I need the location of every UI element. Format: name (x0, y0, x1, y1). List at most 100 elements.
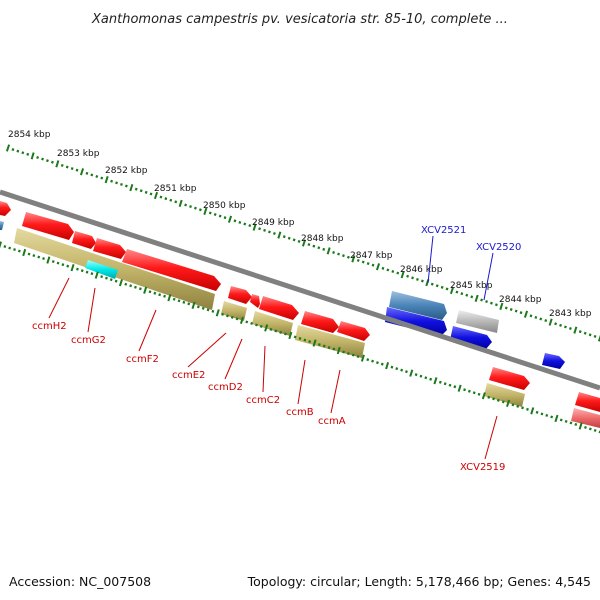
gene-ccmB-arrow[interactable] (301, 311, 339, 333)
minor-tick (559, 323, 562, 327)
minor-tick (297, 239, 301, 243)
minor-tick (272, 232, 276, 235)
minor-tick (13, 248, 16, 252)
minor-tick (144, 190, 148, 194)
minor-tick (238, 220, 242, 224)
gene-arrow-right-edge[interactable] (575, 392, 600, 412)
gene-label-ccmA[interactable]: ccmA (318, 416, 346, 427)
minor-tick (366, 358, 370, 362)
gene-arrow-left-edge[interactable] (0, 201, 11, 216)
minor-tick (317, 343, 321, 347)
gene-label-ccmD2[interactable]: ccmD2 (208, 382, 243, 393)
minor-tick (172, 297, 176, 301)
major-tick (433, 377, 438, 385)
leader-ccmH2 (48, 277, 70, 319)
leader-xcv2519 (484, 415, 498, 460)
gene-ccmC2-cds[interactable] (252, 311, 293, 336)
gene-label-ccmB[interactable]: ccmB (286, 407, 314, 418)
minor-tick (114, 279, 118, 283)
minor-tick (455, 290, 459, 294)
map-title: Xanthomonas campestris pv. vesicatoria s… (91, 12, 508, 27)
gene-small-blue[interactable] (542, 353, 565, 369)
gene-xcv2520-cds[interactable] (450, 326, 492, 349)
gene-label-ccmG2[interactable]: ccmG2 (71, 335, 106, 346)
minor-tick (395, 367, 399, 371)
minor-tick (569, 421, 573, 425)
minor-tick (574, 422, 578, 426)
major-tick (30, 152, 35, 160)
minor-tick (514, 309, 518, 313)
major-tick (481, 392, 486, 400)
gene-label-xcv2521[interactable]: XCV2521 (421, 225, 466, 236)
gene-ccmH2-arrow[interactable] (22, 212, 74, 240)
minor-tick (545, 413, 549, 417)
gene-ccmC2-arrow[interactable] (259, 296, 299, 320)
major-tick (457, 384, 462, 392)
gene-ccmB-cds[interactable] (295, 325, 365, 358)
gene-ccmD2-arrow[interactable] (250, 294, 260, 308)
gene-small-left-blue[interactable] (0, 221, 4, 230)
gene-ccmG2-cds[interactable] (85, 260, 118, 279)
gene-ccmG2-arrow[interactable] (72, 231, 96, 249)
major-tick (523, 310, 529, 318)
gene-label-xcv2519[interactable]: XCV2519 (460, 462, 505, 473)
gene-xcv2521-cds[interactable] (385, 307, 447, 336)
gene-ccmF2-arrow-a[interactable] (93, 238, 126, 259)
minor-tick (465, 293, 469, 297)
major-tick (118, 279, 123, 287)
minor-tick (435, 284, 439, 288)
major-tick (22, 248, 27, 257)
major-tick (227, 215, 233, 223)
kbp-label: 2847 kbp (350, 251, 393, 261)
minor-tick (361, 260, 365, 264)
gene-label-xcv2520[interactable]: XCV2520 (476, 242, 521, 253)
minor-tick (105, 276, 108, 280)
gene-label-ccmC2[interactable]: ccmC2 (246, 395, 280, 406)
minor-tick (226, 314, 229, 318)
minor-tick (588, 333, 592, 337)
gene-label-ccmF2[interactable]: ccmF2 (126, 354, 159, 365)
kbp-label: 2852 kbp (105, 166, 148, 176)
genome-summary: Topology: circular; Length: 5,178,466 bp… (247, 574, 591, 589)
minor-tick (138, 287, 142, 291)
minor-tick (149, 192, 153, 196)
minor-tick (327, 346, 331, 350)
minor-tick (535, 410, 539, 414)
gene-labels: ccmH2 ccmG2 ccmF2 ccmE2 ccmD2 ccmC2 ccmB… (32, 225, 521, 473)
major-tick (239, 316, 244, 325)
gene-xcv2519-cds[interactable] (484, 383, 525, 407)
major-tick (506, 399, 511, 407)
gene-label-ccmH2[interactable]: ccmH2 (32, 321, 67, 332)
minor-tick (322, 344, 326, 348)
gene-xcv2521-feature[interactable] (389, 291, 447, 320)
leader-xcv2521 (427, 235, 434, 284)
minor-tick (284, 332, 287, 336)
leader-ccmC2 (262, 345, 266, 393)
minor-tick (206, 308, 210, 312)
gene-ccmE2-arrow[interactable] (228, 286, 252, 304)
minor-tick (213, 213, 217, 216)
minor-tick (120, 182, 123, 186)
gene-xcv2519-arrow[interactable] (489, 367, 530, 390)
gene-ccmF2-arrow-b[interactable] (122, 249, 221, 291)
minor-tick (490, 301, 493, 305)
minor-tick (416, 277, 419, 281)
minor-tick (274, 329, 278, 333)
minor-tick (307, 243, 311, 247)
minor-tick (124, 184, 128, 188)
label-leaders (48, 235, 498, 460)
major-tick (70, 264, 75, 272)
minor-tick (230, 315, 234, 319)
major-tick (530, 407, 535, 415)
gene-ccmE2-cds[interactable] (221, 301, 247, 321)
gene-label-ccmE2[interactable]: ccmE2 (172, 370, 205, 381)
gene-xcv2520-feature[interactable] (456, 310, 499, 333)
minor-tick (400, 368, 404, 372)
minor-tick (46, 159, 49, 163)
gene-ccmA-arrow[interactable] (337, 321, 370, 341)
minor-tick (66, 264, 70, 268)
minor-tick (332, 251, 336, 254)
gene-pink-right-edge[interactable] (571, 408, 600, 428)
minor-tick (463, 388, 466, 392)
minor-tick (90, 173, 94, 177)
